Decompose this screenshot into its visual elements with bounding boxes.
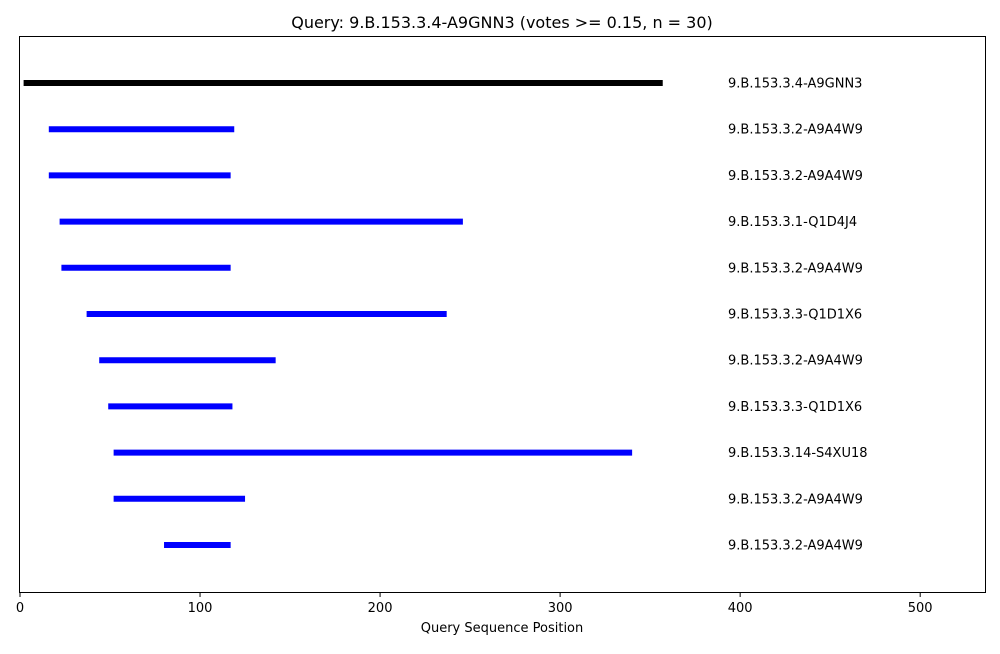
row-label: 9.B.153.3.14-S4XU18 bbox=[728, 446, 868, 461]
plot-area-frame bbox=[19, 36, 986, 593]
x-tick-label: 200 bbox=[368, 601, 393, 616]
x-tick-label: 500 bbox=[908, 601, 933, 616]
row-label: 9.B.153.3.2-A9A4W9 bbox=[728, 123, 863, 138]
x-tick-label: 100 bbox=[188, 601, 213, 616]
x-tick-label: 300 bbox=[548, 601, 573, 616]
row-label: 9.B.153.3.2-A9A4W9 bbox=[728, 261, 863, 276]
row-label: 9.B.153.3.3-Q1D1X6 bbox=[728, 400, 862, 415]
x-axis-ticks: 0 100 200 300 400 500 bbox=[16, 592, 933, 616]
row-label: 9.B.153.3.2-A9A4W9 bbox=[728, 354, 863, 369]
x-tick-label: 400 bbox=[728, 601, 753, 616]
x-tick-label: 0 bbox=[16, 601, 24, 616]
alignment-bars bbox=[23, 80, 663, 548]
row-label: 9.B.153.3.4-A9GNN3 bbox=[728, 77, 862, 92]
x-axis-label: Query Sequence Position bbox=[421, 621, 584, 636]
row-label: 9.B.153.3.1-Q1D4J4 bbox=[728, 215, 857, 230]
chart-title: Query: 9.B.153.3.4-A9GNN3 (votes >= 0.15… bbox=[291, 13, 713, 32]
row-label: 9.B.153.3.2-A9A4W9 bbox=[728, 492, 863, 507]
alignment-labels: 9.B.153.3.4-A9GNN3 9.B.153.3.2-A9A4W9 9.B.… bbox=[728, 77, 868, 554]
row-label: 9.B.153.3.2-A9A4W9 bbox=[728, 539, 863, 554]
row-label: 9.B.153.3.2-A9A4W9 bbox=[728, 169, 863, 184]
row-label: 9.B.153.3.3-Q1D1X6 bbox=[728, 308, 862, 323]
